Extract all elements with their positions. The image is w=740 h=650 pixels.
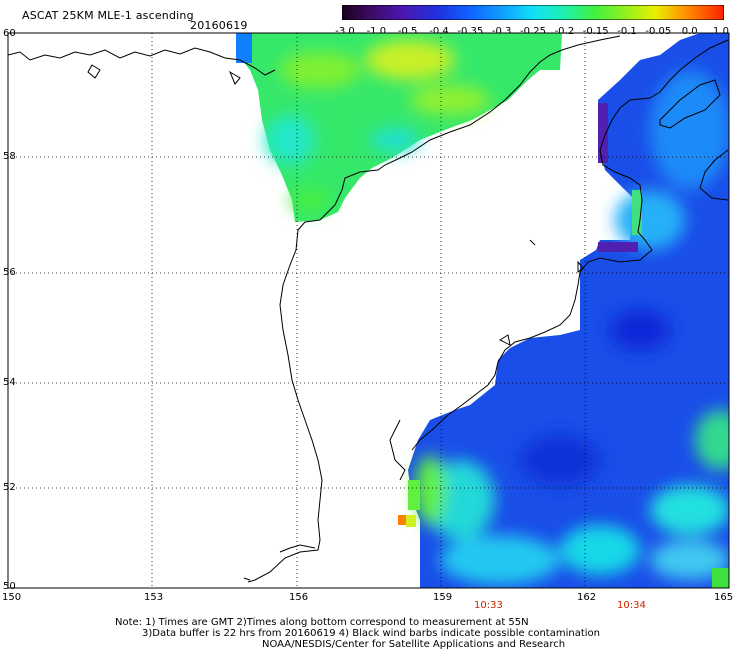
colorbar-label: -0.2 <box>554 26 575 37</box>
lat-label-50: 50 <box>3 581 16 592</box>
colorbar-label: 0.0 <box>681 26 698 37</box>
colorbar-label: 1.0 <box>713 26 729 37</box>
note-line-3: NOAA/NESDIS/Center for Satellite Applica… <box>262 639 566 650</box>
lat-label-56: 56 <box>3 267 16 278</box>
swath-okhotsk <box>236 33 562 222</box>
colorbar-gradient <box>342 5 724 20</box>
map-frame <box>7 32 730 589</box>
colorbar-label: -0.35 <box>457 26 484 37</box>
colorbar-label: -0.25 <box>520 26 546 37</box>
lon-label-159: 159 <box>433 592 453 603</box>
swath-east <box>398 33 729 588</box>
colorbar-label: -0.05 <box>645 26 672 37</box>
product-title: ASCAT 25KM MLE-1 ascending <box>22 9 194 22</box>
lon-label-153: 153 <box>144 592 164 603</box>
lat-label-54: 54 <box>3 377 16 388</box>
product-date: 20160619 <box>190 19 248 32</box>
lon-label-156: 156 <box>289 592 309 603</box>
note-line-2: 3)Data buffer is 22 hrs from 20160619 4)… <box>142 628 600 639</box>
lat-label-60: 60 <box>3 28 16 39</box>
map-grid <box>8 33 729 588</box>
lon-label-162: 162 <box>577 592 597 603</box>
note-line-1: Note: 1) Times are GMT 2)Times along bot… <box>115 617 529 628</box>
lon-label-150: 150 <box>2 592 22 603</box>
coastline <box>8 35 729 583</box>
colorbar-label: -0.5 <box>397 26 418 37</box>
time-label-1: 10:33 <box>474 600 503 611</box>
colorbar-label: -0.15 <box>582 26 609 37</box>
colorbar-label: -0.1 <box>617 26 637 37</box>
lat-label-52: 52 <box>3 482 16 493</box>
lon-label-165: 165 <box>714 592 734 603</box>
colorbar <box>342 5 724 20</box>
lat-label-58: 58 <box>3 151 16 162</box>
colorbar-label: -3.0 <box>335 26 355 37</box>
colorbar-label: -0.4 <box>429 26 449 37</box>
time-label-2: 10:34 <box>617 600 646 611</box>
colorbar-label: -1.0 <box>366 26 387 37</box>
colorbar-label: -0.3 <box>491 26 512 37</box>
